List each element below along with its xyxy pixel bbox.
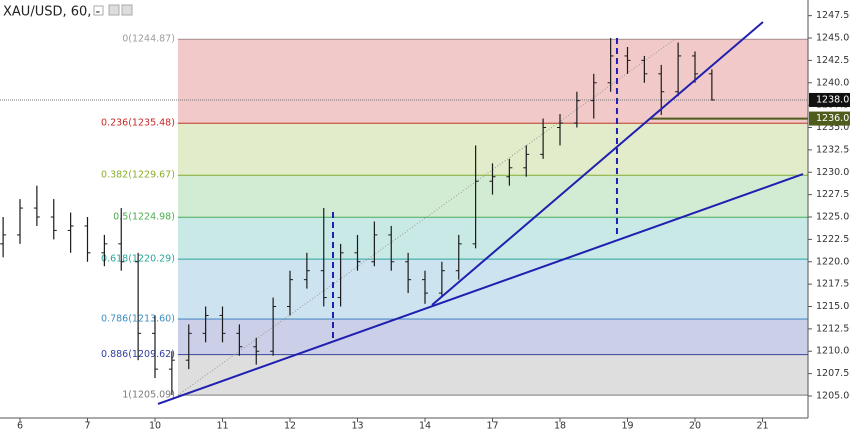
fib-label: 0.5(1224.98) — [113, 212, 175, 223]
y-tick-label: 1232.50 — [816, 144, 850, 155]
x-tick-label: 18 — [554, 421, 566, 432]
y-tick-label: 1210.00 — [816, 346, 850, 357]
y-tick-label: 1247.50 — [816, 10, 850, 21]
x-tick-label: 6 — [17, 421, 23, 432]
y-tick-label: 1240.00 — [816, 77, 850, 88]
y-tick-label: 1245.00 — [816, 33, 850, 44]
last-price-box — [809, 92, 850, 107]
y-tick-label: 1222.50 — [816, 234, 850, 245]
fib-label: 1(1205.09) — [122, 390, 175, 401]
level-price-box — [809, 111, 850, 126]
x-tick-label: 12 — [284, 421, 296, 432]
x-tick-label: 7 — [84, 421, 90, 432]
y-tick-label: 1230.00 — [816, 167, 850, 178]
fib-label: 0.236(1235.48) — [101, 118, 175, 129]
x-tick-label: 10 — [149, 421, 161, 432]
fib-label: 0.382(1229.67) — [101, 170, 175, 181]
x-tick-label: 20 — [689, 421, 701, 432]
icon-hide[interactable] — [93, 5, 104, 16]
y-tick-label: 1220.00 — [816, 256, 850, 267]
fib-label: 0(1244.87) — [122, 34, 175, 45]
trendline — [157, 173, 804, 405]
fib-band — [177, 39, 808, 124]
x-tick-label: 13 — [351, 421, 363, 432]
fib-band — [177, 354, 808, 396]
trendline — [431, 21, 764, 306]
fib-band — [177, 259, 808, 320]
y-tick-label: 1235.00 — [816, 122, 850, 133]
price-axis-bg — [808, 0, 850, 418]
x-tick-label: 19 — [621, 421, 633, 432]
time-axis-bg — [0, 418, 850, 433]
icon-settings[interactable] — [108, 4, 120, 16]
y-tick-label: 1242.50 — [816, 55, 850, 66]
y-tick-label: 1207.50 — [816, 368, 850, 379]
y-tick-label: 1215.00 — [816, 301, 850, 312]
plot-area: 0(1244.87) 0.236(1235.48) 0.382(1229.67) 0.… — [0, 21, 808, 405]
y-tick-label: 1212.50 — [816, 323, 850, 334]
x-tick-label: 11 — [216, 421, 228, 432]
y-tick-label: 1227.50 — [816, 189, 850, 200]
y-tick-label: 1205.00 — [816, 390, 850, 401]
fib-band — [177, 319, 808, 355]
x-tick-label: 17 — [486, 421, 498, 432]
icon-close[interactable] — [121, 4, 133, 16]
level-price-label: 1236.00 — [816, 113, 850, 124]
y-tick-label: 1225.00 — [816, 212, 850, 223]
last-price-label: 1238.08 — [816, 94, 850, 105]
y-tick-label: 1217.50 — [816, 279, 850, 290]
chart-title: XAU/USD, 60, - — [3, 5, 101, 20]
x-tick-label: 14 — [419, 421, 431, 432]
x-tick-label: 21 — [756, 421, 768, 432]
